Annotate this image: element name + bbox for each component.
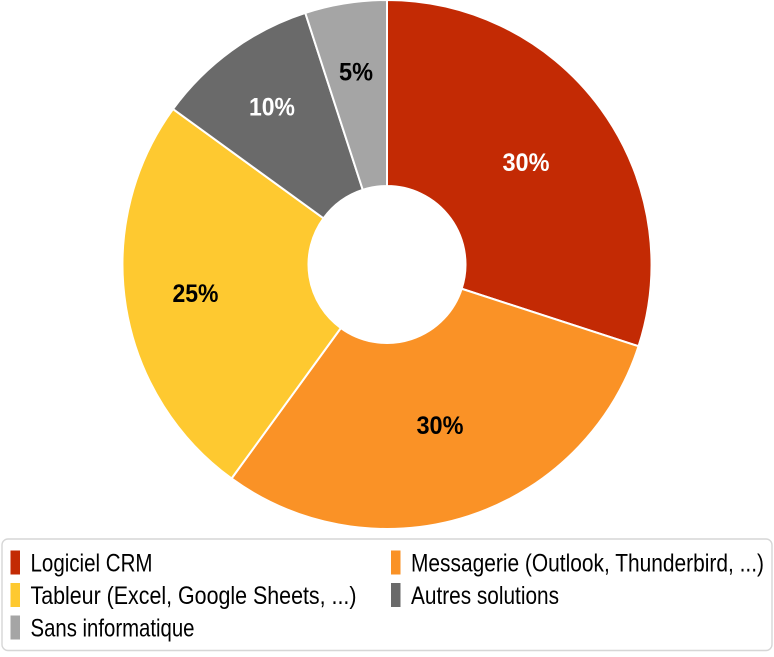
svg-text:10%: 10% bbox=[249, 94, 295, 122]
svg-text:Sans informatique: Sans informatique bbox=[31, 615, 195, 643]
svg-text:Messagerie (Outlook, Thunderbi: Messagerie (Outlook, Thunderbird, ...) bbox=[411, 550, 764, 578]
svg-text:5%: 5% bbox=[339, 59, 373, 87]
svg-text:Autres solutions: Autres solutions bbox=[411, 582, 559, 610]
svg-text:30%: 30% bbox=[503, 149, 550, 177]
svg-text:Tableur (Excel, Google Sheets,: Tableur (Excel, Google Sheets, ...) bbox=[31, 582, 357, 610]
svg-text:Logiciel CRM: Logiciel CRM bbox=[31, 550, 153, 578]
svg-text:25%: 25% bbox=[173, 280, 219, 308]
svg-text:30%: 30% bbox=[417, 412, 464, 440]
